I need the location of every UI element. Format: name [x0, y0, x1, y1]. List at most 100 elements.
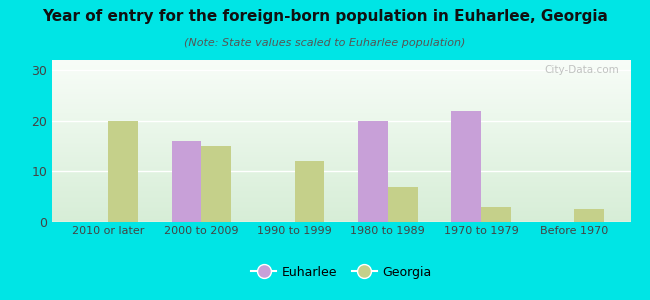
Bar — [52, 144, 630, 145]
Bar — [52, 149, 630, 150]
Bar — [52, 100, 630, 101]
Bar — [52, 114, 630, 115]
Bar — [52, 136, 630, 137]
Bar — [52, 127, 630, 128]
Text: City-Data.com: City-Data.com — [544, 65, 619, 75]
Bar — [52, 90, 630, 91]
Bar — [52, 214, 630, 215]
Bar — [52, 116, 630, 117]
Bar — [52, 75, 630, 76]
Bar — [52, 199, 630, 200]
Bar — [52, 103, 630, 104]
Bar — [52, 168, 630, 169]
Bar — [52, 97, 630, 98]
Bar — [52, 159, 630, 160]
Bar — [52, 198, 630, 199]
Bar — [52, 131, 630, 132]
Bar — [52, 202, 630, 203]
Bar — [52, 173, 630, 174]
Bar — [52, 80, 630, 81]
Bar — [52, 78, 630, 79]
Bar — [108, 121, 138, 222]
Bar — [52, 145, 630, 146]
Bar — [52, 107, 630, 108]
Bar — [52, 64, 630, 65]
Bar — [52, 86, 630, 87]
Bar — [52, 87, 630, 88]
Text: Year of entry for the foreign-born population in Euharlee, Georgia: Year of entry for the foreign-born popul… — [42, 9, 608, 24]
Bar — [52, 200, 630, 201]
Bar — [575, 209, 604, 222]
Bar — [52, 186, 630, 187]
Bar — [52, 60, 630, 61]
Bar — [52, 89, 630, 90]
Bar — [52, 184, 630, 185]
Bar — [52, 121, 630, 122]
Bar — [52, 179, 630, 180]
Bar — [52, 67, 630, 68]
Bar — [52, 105, 630, 106]
Bar — [52, 165, 630, 166]
Bar — [52, 68, 630, 69]
Bar — [52, 203, 630, 204]
Bar — [52, 152, 630, 153]
Bar — [52, 216, 630, 217]
Bar — [52, 164, 630, 165]
Bar — [481, 207, 511, 222]
Bar — [52, 154, 630, 155]
Bar — [52, 69, 630, 70]
Bar — [52, 82, 630, 83]
Bar — [52, 76, 630, 77]
Bar — [52, 207, 630, 208]
Bar — [52, 146, 630, 147]
Bar — [52, 155, 630, 156]
Bar — [52, 119, 630, 120]
Bar — [52, 140, 630, 141]
Bar — [388, 187, 418, 222]
Bar — [52, 81, 630, 82]
Bar — [52, 147, 630, 148]
Bar — [52, 212, 630, 213]
Bar — [52, 217, 630, 218]
Bar — [52, 110, 630, 111]
Bar — [52, 111, 630, 112]
Bar — [52, 129, 630, 130]
Bar — [52, 160, 630, 161]
Bar — [52, 62, 630, 63]
Bar — [52, 101, 630, 102]
Bar — [52, 143, 630, 144]
Bar — [52, 118, 630, 119]
Bar — [52, 93, 630, 94]
Bar — [52, 201, 630, 202]
Bar — [52, 176, 630, 177]
Bar — [52, 83, 630, 84]
Bar — [52, 65, 630, 66]
Bar — [52, 71, 630, 72]
Bar — [52, 98, 630, 99]
Bar — [52, 163, 630, 164]
Bar — [52, 196, 630, 197]
Bar — [52, 138, 630, 139]
Bar — [52, 181, 630, 182]
Bar — [52, 175, 630, 176]
Bar — [52, 126, 630, 127]
Bar — [52, 215, 630, 216]
Bar — [52, 85, 630, 86]
Bar — [52, 160, 630, 161]
Bar — [52, 206, 630, 207]
Bar — [52, 96, 630, 97]
Bar — [52, 117, 630, 118]
Bar — [52, 74, 630, 75]
Bar — [52, 92, 630, 93]
Bar — [52, 84, 630, 85]
Bar — [52, 79, 630, 80]
Bar — [52, 132, 630, 133]
Bar — [52, 113, 630, 114]
Bar — [52, 72, 630, 73]
Bar — [52, 125, 630, 126]
Bar — [52, 61, 630, 62]
Bar — [52, 209, 630, 210]
Bar — [52, 137, 630, 138]
Bar — [52, 195, 630, 196]
Bar — [52, 178, 630, 179]
